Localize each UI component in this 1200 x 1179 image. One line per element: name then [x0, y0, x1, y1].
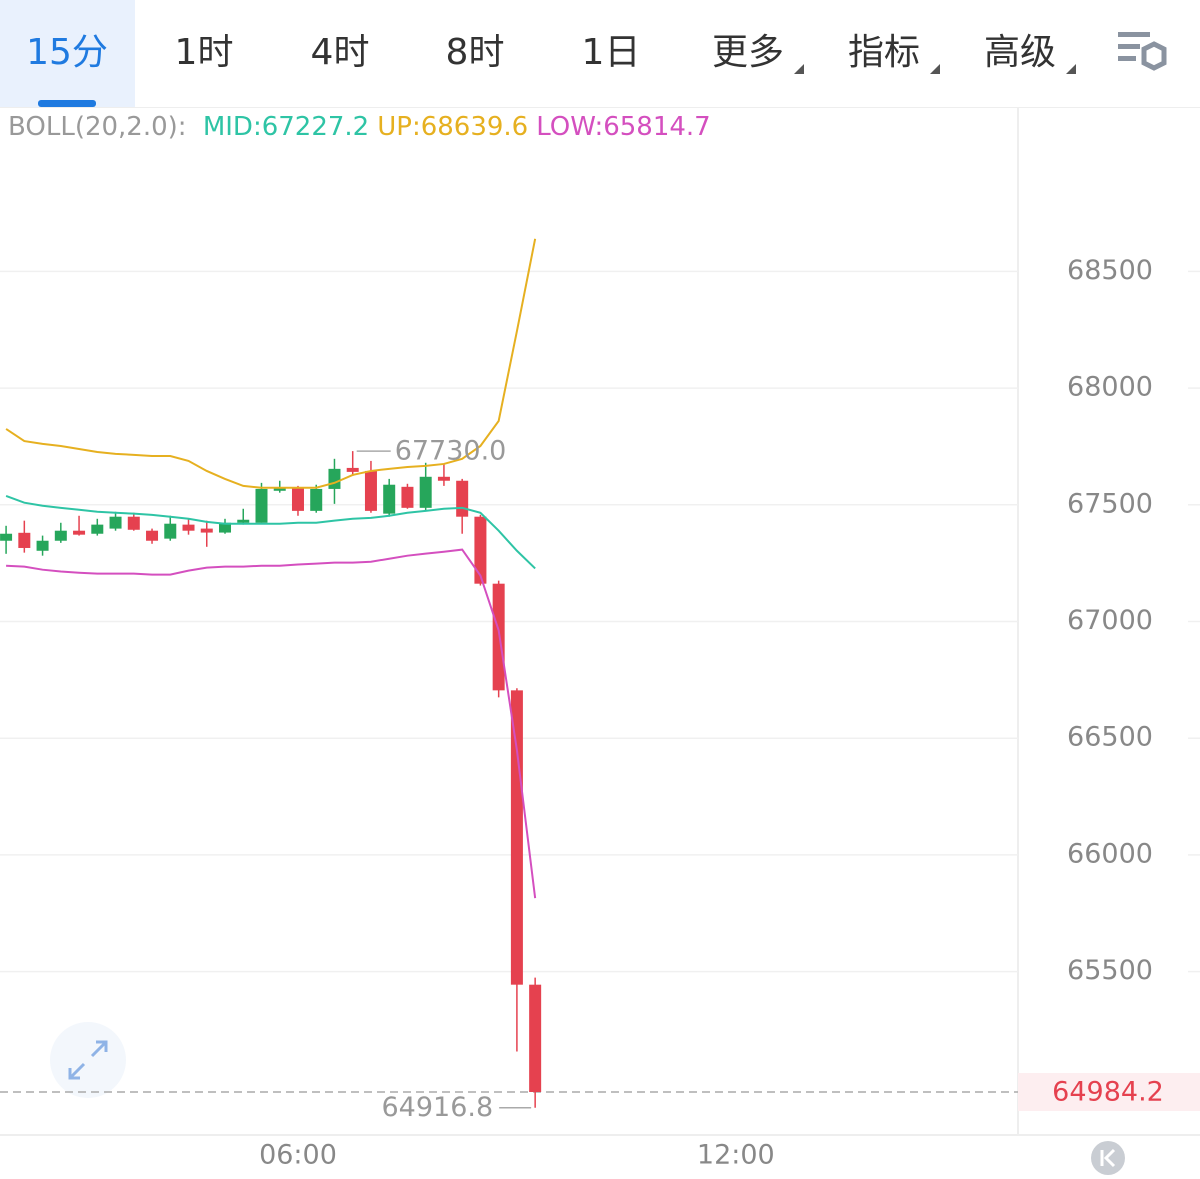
indicator-legend: BOLL(20,2.0): MID:67227.2 UP:68639.6 LOW:6… [8, 112, 719, 142]
icon-bar [1118, 32, 1150, 37]
candle-body [346, 467, 359, 472]
y-tick-label: 66500 [1067, 722, 1153, 753]
candle-body [328, 468, 341, 489]
period-tab[interactable]: 高级 [983, 32, 1056, 73]
candle-body [419, 476, 432, 508]
low-marker-label: 64916.8 [381, 1092, 493, 1123]
expand-icon [68, 1040, 108, 1080]
indicator-label: BOLL(20,2.0): [8, 112, 187, 142]
candle-body [510, 690, 523, 985]
x-tick-label: 12:00 [697, 1140, 775, 1171]
dropdown-caret [930, 64, 940, 74]
boll-line [5, 494, 536, 570]
candle-body [492, 583, 505, 691]
icon-bar [1118, 56, 1136, 61]
candle-body [383, 484, 396, 514]
dropdown-caret [1066, 64, 1076, 74]
boll-line [6, 548, 537, 899]
candle-body [109, 516, 122, 529]
y-tick-label: 68000 [1067, 372, 1153, 403]
boll-line [5, 238, 537, 489]
icon-hex [1141, 41, 1167, 71]
candle-body [291, 487, 304, 511]
period-tab[interactable]: 15分 [0, 0, 135, 107]
candle-body [127, 516, 140, 530]
last-price-tag [1018, 1073, 1200, 1112]
candle-body [401, 486, 414, 508]
scroll-end-button[interactable] [1091, 1141, 1125, 1175]
period-tab[interactable]: 1时 [174, 32, 234, 73]
expand-button[interactable] [50, 1022, 126, 1098]
candle-body [0, 533, 13, 541]
candle-body [200, 528, 213, 533]
period-tabs: 15分 1时 4时 8时 1日 更多 指标 高级 [0, 0, 1200, 108]
candle-body [91, 524, 104, 534]
candle-body [437, 476, 450, 481]
y-tick-label: 66000 [1067, 838, 1153, 869]
last-price-label: 64984.2 [1052, 1077, 1164, 1108]
y-tick-label: 68500 [1067, 255, 1153, 286]
candle-body [54, 530, 67, 541]
x-tick-label: 06:00 [259, 1140, 337, 1171]
dropdown-caret [794, 64, 804, 74]
high-marker-label: 67730.0 [395, 436, 507, 467]
candle-body [237, 519, 250, 523]
candle-body [36, 540, 49, 551]
y-tick-label: 67500 [1067, 488, 1153, 519]
candle-body [164, 523, 177, 539]
candle-body [219, 522, 232, 533]
icon-bar [1118, 44, 1140, 49]
settings-icon[interactable] [1118, 32, 1167, 71]
y-tick-label: 67000 [1067, 605, 1153, 636]
period-tab[interactable]: 1日 [581, 32, 641, 73]
candle-body [255, 488, 268, 523]
candle-body [474, 516, 487, 584]
period-tab[interactable]: 更多 [711, 32, 784, 73]
candle-body [529, 984, 542, 1093]
y-tick-label: 65500 [1067, 955, 1153, 986]
active-tab-indicator [38, 100, 96, 107]
candle-body [18, 532, 31, 548]
legend-entry: UP:68639.6 [377, 112, 529, 142]
period-tab[interactable]: 8时 [445, 32, 505, 73]
candle-body [182, 524, 195, 531]
period-tab[interactable]: 4时 [310, 32, 370, 73]
candle-body [364, 470, 377, 511]
legend-entry: MID:67227.2 [202, 112, 370, 142]
candle-body [73, 530, 86, 535]
button-bg [50, 1022, 126, 1098]
candle-body [310, 488, 323, 511]
period-tab[interactable]: 指标 [847, 32, 920, 73]
legend-entry: LOW:65814.7 [536, 112, 711, 142]
candle-body [146, 530, 159, 541]
candle-body [456, 480, 469, 517]
candle-body [273, 487, 286, 491]
scroll-icon [1100, 1148, 1116, 1168]
